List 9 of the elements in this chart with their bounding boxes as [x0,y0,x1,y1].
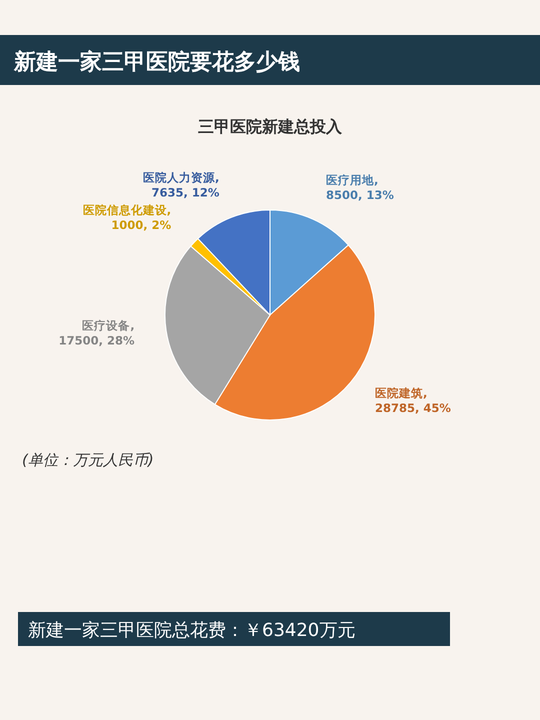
text: (单位：万元人民币) [22,451,154,469]
chart-subtitle: 三甲医院新建总投入 [198,117,343,136]
slice-label: 医疗用地, 8500, 13% [326,172,394,202]
chart-title: 新建一家三甲医院要花多少钱 [13,49,300,75]
slice-label: 医院建筑, 28785, 45% [375,386,452,415]
slice-label: 医院人力资源, 7635, 12% [143,170,220,200]
text: 新建一家三甲医院总花费：￥63420万元 [28,620,356,641]
slice-label: 医疗设备, 17500, 28% [58,318,136,348]
slice-label: 医院信息化建设, 1000, 2% [82,203,172,232]
